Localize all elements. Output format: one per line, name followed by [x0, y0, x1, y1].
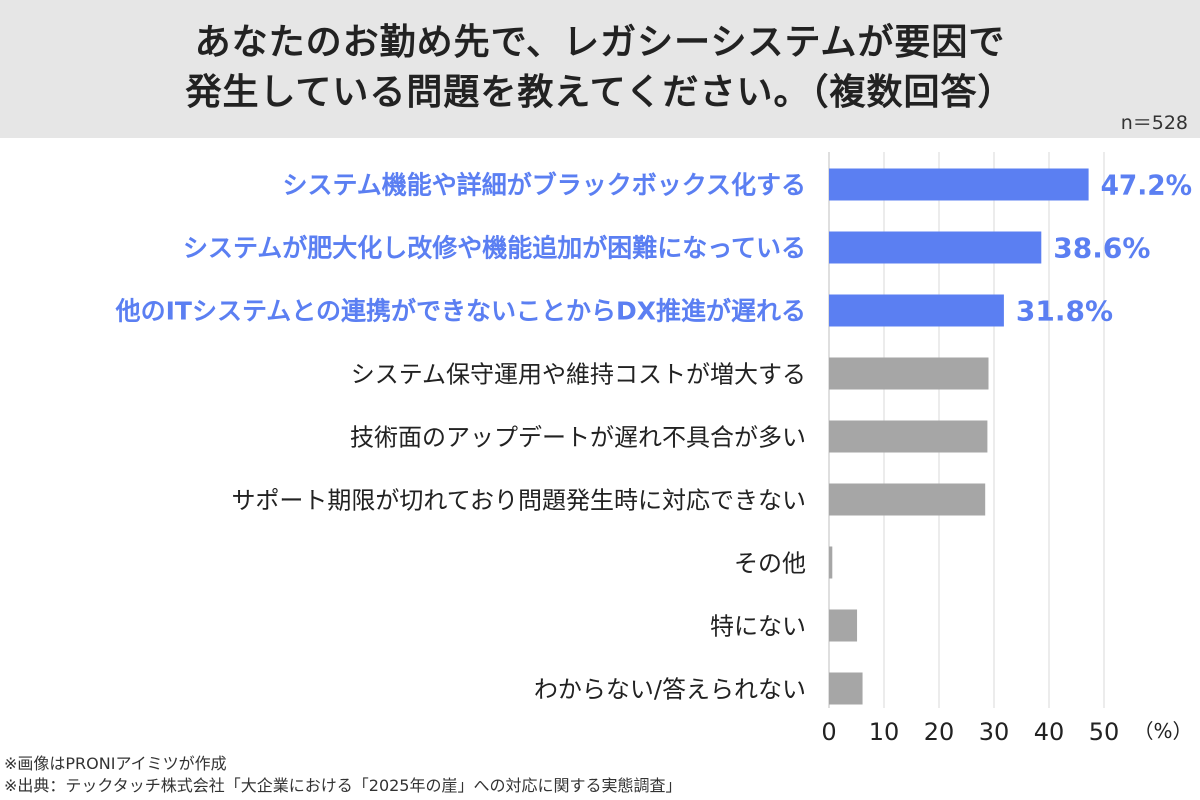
- title-banner: あなたのお勤め先で、レガシーシステムが要因で 発生している問題を教えてください。…: [0, 0, 1200, 138]
- category-label: 特にない: [710, 613, 806, 641]
- sample-size: n＝528: [1120, 112, 1188, 134]
- category-label: システムが肥大化し改修や機能追加が困難になっている: [183, 234, 806, 263]
- footnote-1: ※画像はPRONIアイミツが作成: [4, 754, 227, 773]
- bar: [829, 672, 863, 705]
- footnote-2: ※出典：テックタッチ株式会社「大企業における「2025年の崖」への対応に関する実…: [4, 776, 682, 795]
- bar: [829, 168, 1089, 201]
- x-tick-label: 0: [821, 718, 836, 746]
- data-label: 38.6%: [1053, 232, 1150, 265]
- title-line-2: 発生している問題を教えてください。（複数回答）: [185, 72, 1015, 113]
- bar: [829, 231, 1042, 264]
- category-label: 他のITシステムとの連携ができないことからDX推進が遅れる: [115, 297, 806, 326]
- bar: [829, 294, 1004, 327]
- category-label: システム保守運用や維持コストが増大する: [351, 361, 806, 389]
- bar: [829, 420, 988, 453]
- category-label: 技術面のアップデートが遅れ不具合が多い: [350, 424, 806, 452]
- bar: [829, 483, 986, 516]
- bar: [829, 357, 989, 390]
- x-tick-label: 10: [869, 718, 900, 746]
- category-label: その他: [734, 550, 806, 578]
- category-label: システム機能や詳細がブラックボックス化する: [282, 171, 806, 200]
- x-tick-label: 40: [1034, 718, 1065, 746]
- bar: [829, 609, 858, 642]
- x-tick-label: 20: [924, 718, 955, 746]
- category-label: サポート期限が切れており問題発生時に対応できない: [231, 487, 806, 515]
- x-tick-label: 30: [979, 718, 1010, 746]
- chart-title: あなたのお勤め先で、レガシーシステムが要因で 発生している問題を教えてください。…: [0, 18, 1200, 118]
- bar: [829, 546, 833, 579]
- footnotes: ※画像はPRONIアイミツが作成 ※出典：テックタッチ株式会社「大企業における「…: [4, 753, 682, 797]
- data-label: 47.2%: [1101, 169, 1192, 202]
- title-line-1: あなたのお勤め先で、レガシーシステムが要因で: [194, 22, 1006, 63]
- x-tick-label: 50: [1089, 718, 1120, 746]
- x-unit-label: （%）: [1133, 719, 1192, 743]
- data-label: 31.8%: [1016, 295, 1113, 328]
- category-label: わからない/答えられない: [534, 676, 806, 704]
